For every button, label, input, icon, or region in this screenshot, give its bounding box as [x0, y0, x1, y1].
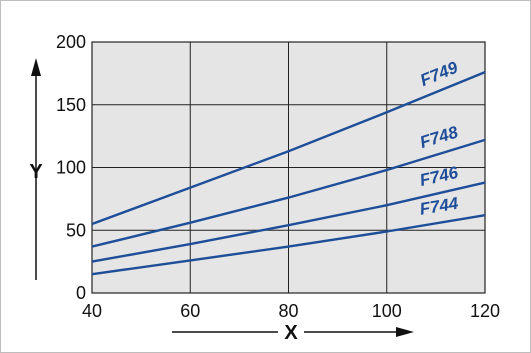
y-axis-arrow [31, 58, 41, 280]
y-tick-label: 0 [76, 283, 86, 303]
x-tick-label: 100 [372, 301, 402, 321]
series-line-f749 [91, 70, 486, 226]
series-line-f748 [91, 138, 486, 248]
x-tick-label: 40 [82, 301, 102, 321]
x-tick-labels: 40 60 80 100 120 [82, 301, 500, 321]
x-axis-title: X [284, 322, 298, 344]
x-tick-label: 120 [470, 301, 500, 321]
y-tick-labels: 0 50 100 150 200 [56, 32, 86, 303]
series-line-f746 [91, 181, 486, 263]
x-tick-label: 80 [278, 301, 298, 321]
x-axis-arrow [172, 320, 414, 344]
series-line-f744 [91, 214, 486, 276]
y-tick-label: 50 [66, 220, 86, 240]
y-tick-label: 150 [56, 95, 86, 115]
x-tick-label: 60 [180, 301, 200, 321]
series-lines [91, 70, 486, 276]
y-tick-label: 200 [56, 32, 86, 52]
y-axis-title: Y [29, 161, 43, 183]
y-tick-label: 100 [56, 158, 86, 178]
